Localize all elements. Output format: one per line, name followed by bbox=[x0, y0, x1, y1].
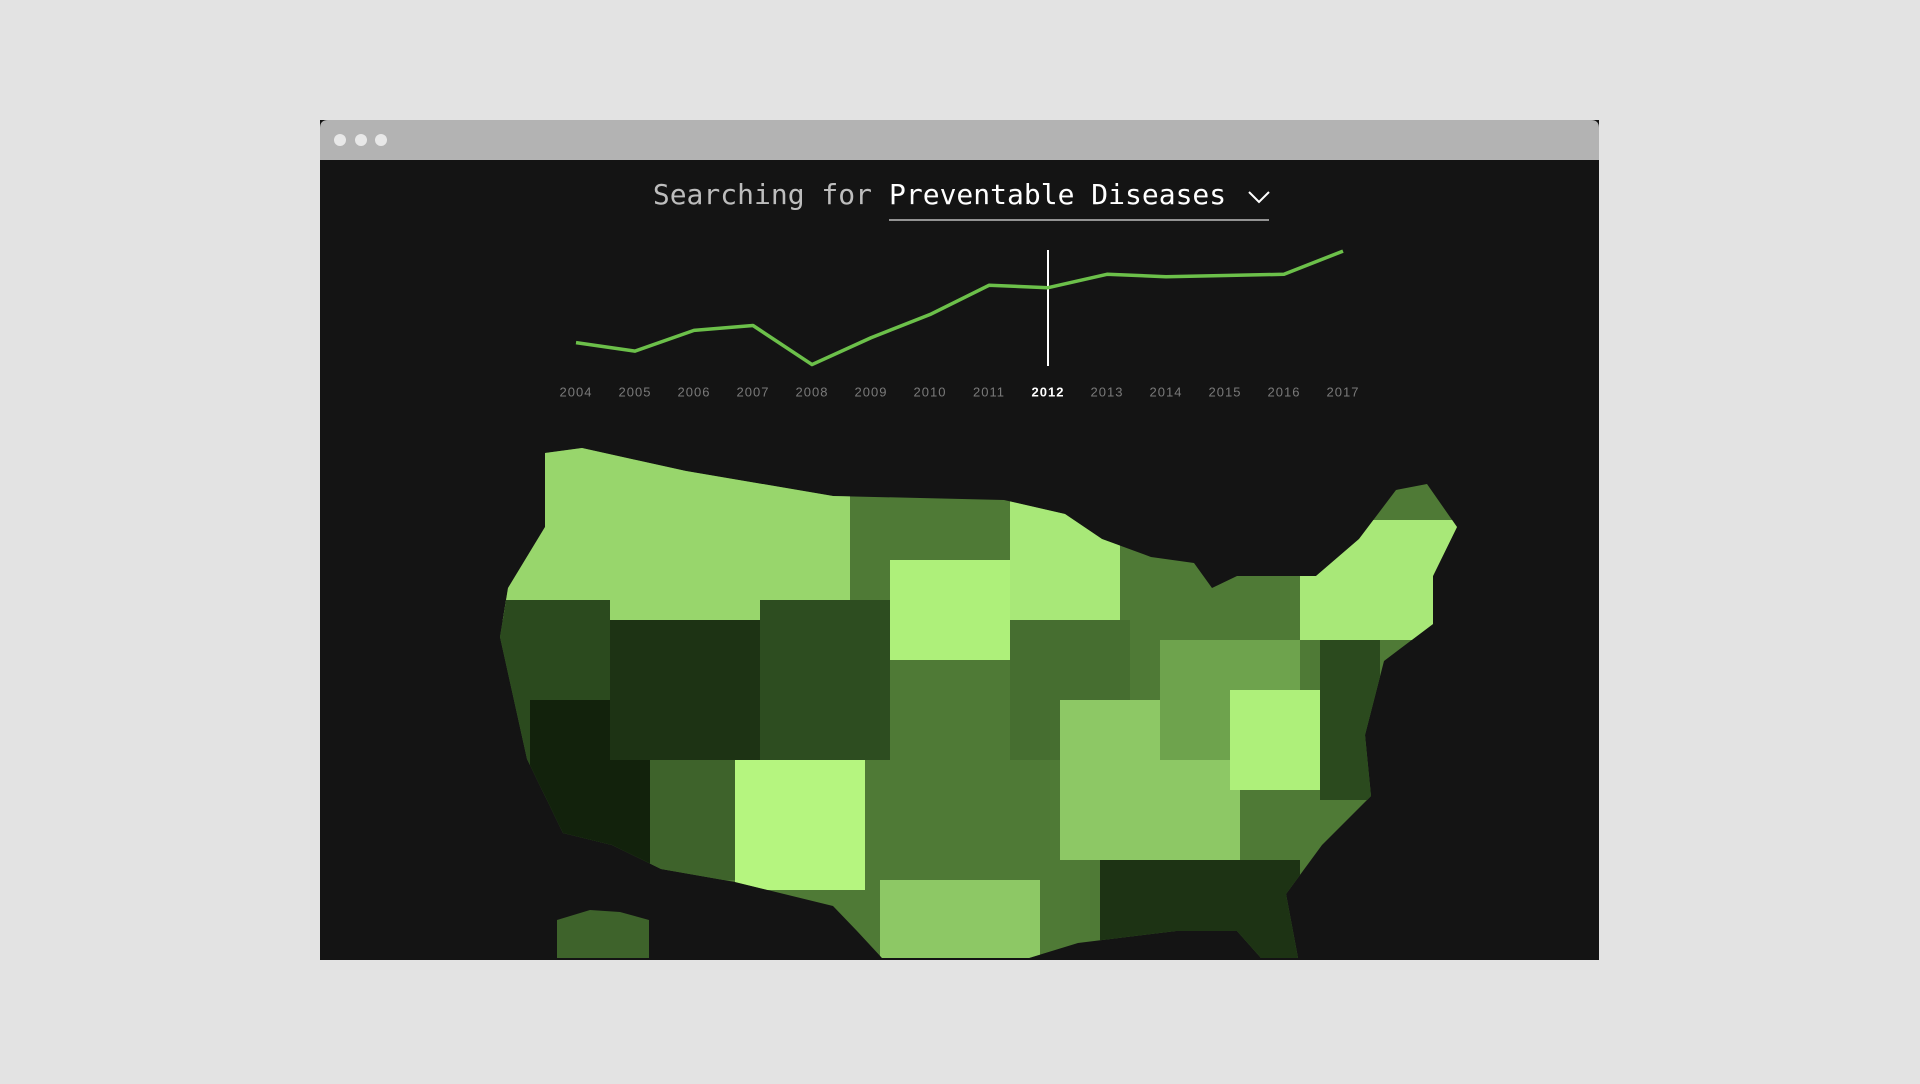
region bbox=[610, 620, 760, 760]
trend-line bbox=[575, 249, 1344, 367]
x-tick-label: 2017 bbox=[1327, 384, 1360, 399]
topic-dropdown[interactable]: Preventable Diseases bbox=[889, 178, 1270, 221]
region bbox=[880, 880, 1040, 958]
x-tick-label: 2007 bbox=[737, 384, 770, 399]
dropdown-chevron[interactable] bbox=[1248, 191, 1270, 204]
x-tick-label: 2013 bbox=[1091, 384, 1124, 399]
window-dot[interactable] bbox=[334, 134, 346, 146]
x-tick-label: 2004 bbox=[560, 384, 593, 399]
alaska-region bbox=[557, 910, 649, 958]
region bbox=[890, 560, 1010, 660]
region bbox=[650, 760, 740, 880]
x-tick-label: 2010 bbox=[914, 384, 947, 399]
x-tick-label: 2009 bbox=[855, 384, 888, 399]
region bbox=[735, 760, 865, 890]
window-dot[interactable] bbox=[375, 134, 387, 146]
x-tick-label: 2014 bbox=[1150, 384, 1183, 399]
x-tick-label: 2011 bbox=[973, 384, 1005, 399]
x-tick-label: 2006 bbox=[678, 384, 711, 399]
x-tick-label: 2005 bbox=[619, 384, 652, 399]
region bbox=[1230, 690, 1330, 790]
region bbox=[760, 600, 890, 760]
window-dot[interactable] bbox=[355, 134, 367, 146]
search-prefix: Searching for bbox=[653, 178, 872, 211]
x-tick-label: 2015 bbox=[1209, 384, 1242, 399]
x-tick-label: 2016 bbox=[1268, 384, 1301, 399]
title-bar bbox=[320, 120, 1599, 160]
x-tick-label: 2008 bbox=[796, 384, 829, 399]
search-topic[interactable]: Preventable Diseases bbox=[889, 178, 1226, 211]
x-tick-label: 2012 bbox=[1032, 384, 1065, 399]
